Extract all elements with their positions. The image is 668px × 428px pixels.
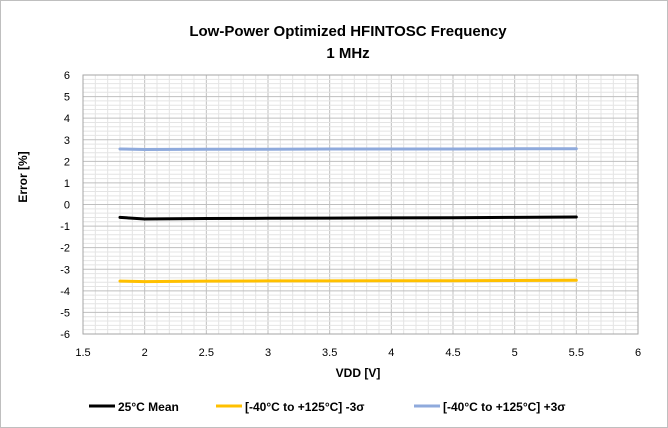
plot-area xyxy=(82,74,639,335)
x-tick-label: 5.5 xyxy=(569,347,584,359)
x-tick-label: 3 xyxy=(265,347,271,359)
x-tick-label: 2.5 xyxy=(199,347,214,359)
y-tick-label: 5 xyxy=(64,92,70,104)
series-line xyxy=(118,147,578,151)
legend-label: 25°C Mean xyxy=(118,400,179,414)
legend: 25°C Mean [-40°C to +125°C] -3σ [-40°C to … xyxy=(89,400,566,414)
y-axis-title: Error [%] xyxy=(16,151,30,202)
x-tick-label: 4 xyxy=(388,347,394,359)
x-tick-label: 3.5 xyxy=(322,347,337,359)
y-tick-label: 2 xyxy=(64,156,70,168)
x-tick-label: 4.5 xyxy=(445,347,460,359)
series-line xyxy=(118,278,578,284)
chart-title: Low-Power Optimized HFINTOSC Frequency xyxy=(189,23,507,40)
series-lines xyxy=(118,147,578,284)
chart-subtitle: 1 MHz xyxy=(326,45,369,62)
y-tick-label: -4 xyxy=(60,286,70,298)
y-tick-label: 3 xyxy=(64,135,70,147)
x-tick-label: 5 xyxy=(512,347,518,359)
y-axis-ticks: 6 5 4 3 2 1 0 -1 -2 -3 -4 -5 -6 xyxy=(60,70,70,341)
x-tick-label: 1.5 xyxy=(75,347,90,359)
y-tick-label: 0 xyxy=(64,200,70,212)
legend-label: [-40°C to +125°C] -3σ xyxy=(245,400,365,414)
y-tick-label: -1 xyxy=(60,221,70,233)
y-tick-label: -3 xyxy=(60,264,70,276)
x-axis-ticks: 1.5 2 2.5 3 3.5 4 4.5 5 5.5 6 xyxy=(75,347,641,359)
legend-label: [-40°C to +125°C] +3σ xyxy=(443,400,566,414)
plot-border xyxy=(82,74,639,335)
y-tick-label: 6 xyxy=(64,70,70,82)
x-tick-label: 2 xyxy=(142,347,148,359)
y-tick-label: -2 xyxy=(60,243,70,255)
grid xyxy=(82,74,639,335)
y-tick-label: 1 xyxy=(64,178,70,190)
y-tick-label: -6 xyxy=(60,329,70,341)
x-axis-title: VDD [V] xyxy=(336,366,381,380)
x-tick-label: 6 xyxy=(635,347,641,359)
y-tick-label: -5 xyxy=(60,307,70,319)
y-tick-label: 4 xyxy=(64,113,70,125)
series-line xyxy=(118,215,578,221)
